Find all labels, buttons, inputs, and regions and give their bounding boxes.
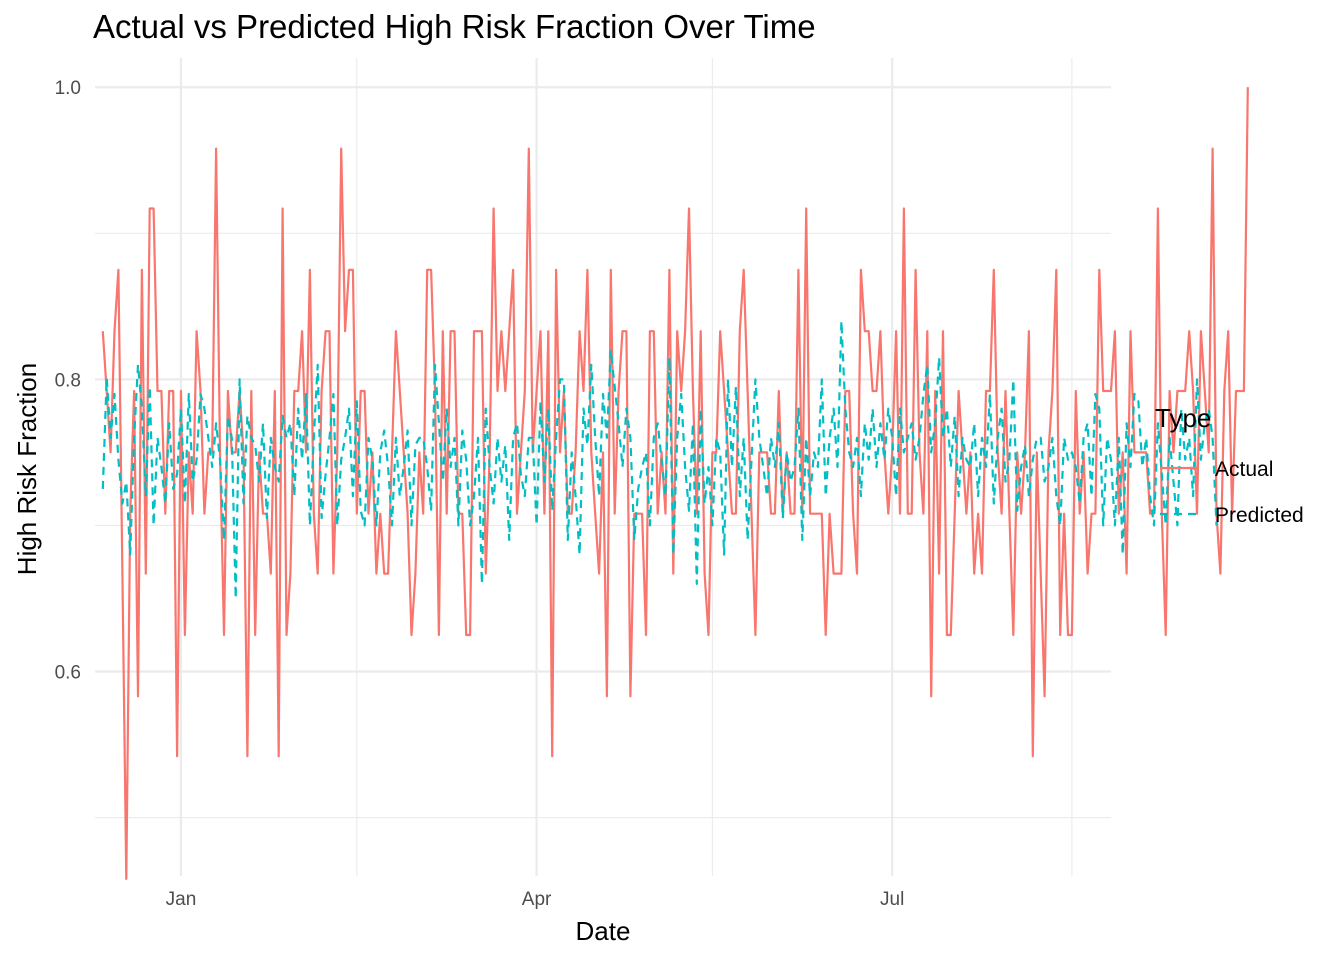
y-tick-labels: 0.6 0.8 1.0 [55, 78, 81, 683]
series-layer [101, 87, 1249, 881]
legend-label-predicted: Predicted [1215, 504, 1304, 527]
x-tick-label: Jul [880, 889, 904, 910]
legend-title: Type [1155, 403, 1211, 433]
legend: Type Actual Predicted [1155, 403, 1304, 527]
y-tick-label: 0.8 [55, 370, 81, 391]
x-axis-title: Date [576, 916, 631, 946]
y-tick-label: 0.6 [55, 663, 81, 684]
chart-title: Actual vs Predicted High Risk Fraction O… [93, 8, 816, 45]
series-line-predicted [101, 319, 1218, 600]
x-tick-label: Apr [522, 889, 552, 910]
x-tick-label: Jan [166, 889, 197, 910]
series-line-actual [101, 87, 1249, 881]
legend-label-actual: Actual [1215, 458, 1273, 481]
x-tick-labels: Jan Apr Jul [166, 889, 905, 910]
y-axis-title: High Risk Fraction [12, 363, 42, 575]
y-tick-label: 1.0 [55, 78, 81, 99]
legend-items: Actual Predicted [1160, 458, 1304, 527]
